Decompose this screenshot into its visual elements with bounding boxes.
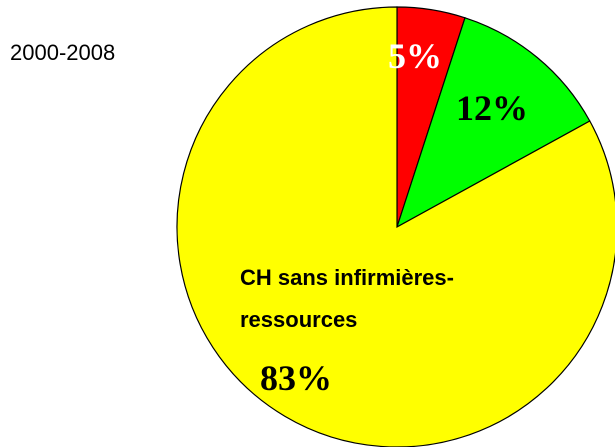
pie-slice	[395, 17, 591, 229]
value-label: 12%	[456, 88, 528, 128]
pie-slice	[176, 6, 615, 447]
value-label: 5%	[388, 36, 442, 76]
slice-label: CH sans infirmières-ressources	[240, 265, 454, 332]
value-label: 83%	[260, 358, 332, 398]
chart-title: 2000-2008	[10, 40, 115, 65]
